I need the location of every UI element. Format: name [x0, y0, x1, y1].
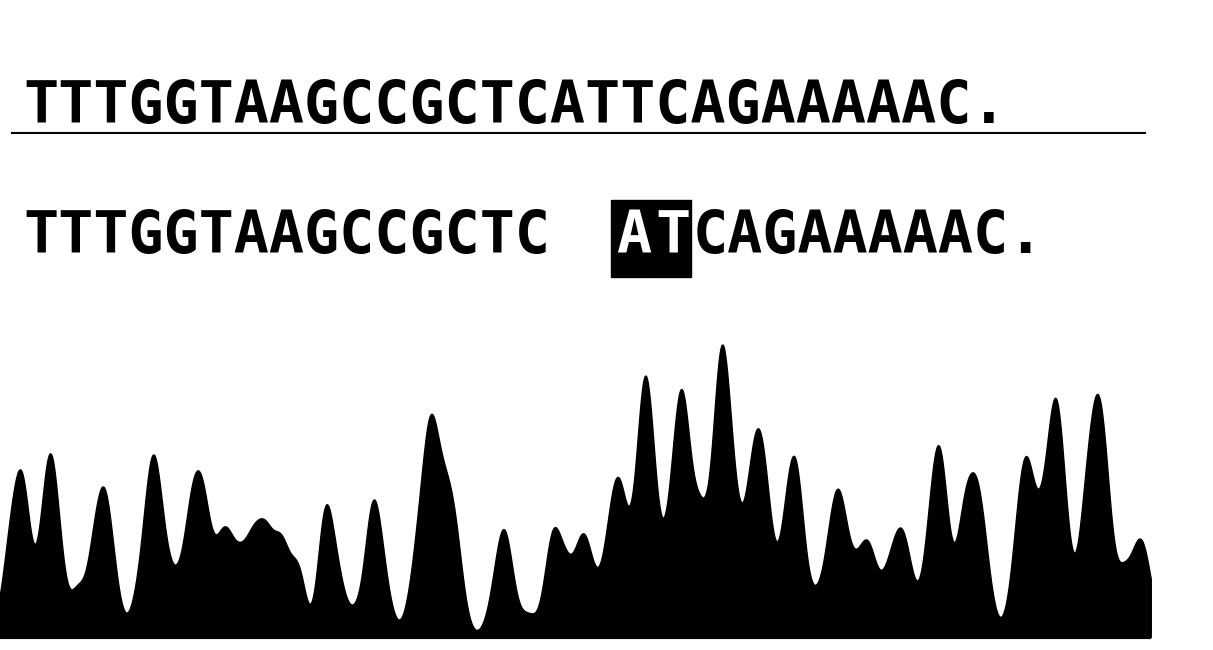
Text: TTTGGTAAGCCGCTC: TTTGGTAAGCCGCTC: [23, 208, 549, 265]
Text: A: A: [616, 209, 651, 266]
FancyBboxPatch shape: [611, 200, 651, 277]
Text: CAGAAAAAC.: CAGAAAAAC.: [693, 208, 1043, 265]
Text: T: T: [655, 209, 690, 266]
Text: TTTGGTAAGCCGCTCATTCAGAAAAAC.: TTTGGTAAGCCGCTCATTCAGAAAAAC.: [23, 78, 1007, 135]
FancyBboxPatch shape: [650, 200, 691, 277]
